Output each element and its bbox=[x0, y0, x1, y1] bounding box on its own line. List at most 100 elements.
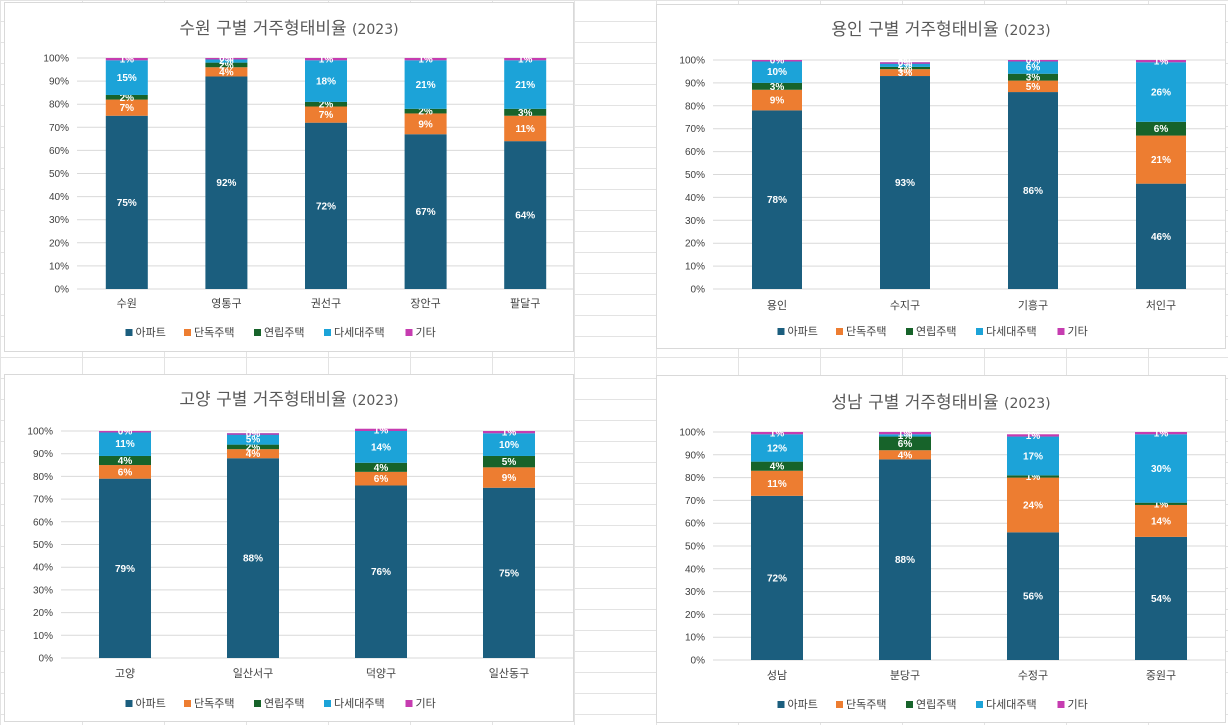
data-label: 4% bbox=[374, 463, 389, 474]
chart-title: 고양 구별 거주형태비율 (2023) bbox=[179, 390, 398, 410]
y-tick-label: 100% bbox=[679, 56, 705, 67]
legend-swatch bbox=[405, 329, 413, 336]
y-tick-label: 70% bbox=[685, 124, 705, 135]
legend-label: 다세대주택 bbox=[986, 698, 1037, 711]
x-category-label: 기흥구 bbox=[1018, 298, 1048, 312]
chart-title: 수원 구별 거주형태비율 (2023) bbox=[179, 19, 398, 39]
data-label: 86% bbox=[1023, 186, 1043, 197]
bar-segment-4 bbox=[752, 60, 802, 62]
y-tick-label: 30% bbox=[49, 215, 69, 226]
bar-segment-1 bbox=[751, 470, 803, 496]
bar-segment-2 bbox=[751, 461, 803, 471]
x-category-label: 권선구 bbox=[311, 297, 341, 310]
bar-segment-0 bbox=[227, 458, 279, 658]
data-label: 64% bbox=[515, 211, 535, 222]
data-label: 10% bbox=[767, 67, 787, 78]
chart-title: 성남 구별 거주형태비율 (2023) bbox=[831, 393, 1050, 413]
x-category-label: 중원구 bbox=[1146, 669, 1176, 682]
bar-segment-0 bbox=[504, 141, 547, 289]
bar-segment-3 bbox=[879, 434, 931, 437]
x-category-label: 수지구 bbox=[890, 299, 920, 312]
bar-segment-4 bbox=[205, 58, 248, 60]
legend-swatch bbox=[976, 701, 983, 708]
legend-label: 기타 bbox=[1068, 698, 1088, 711]
data-label: 17% bbox=[1023, 451, 1043, 462]
data-label: 75% bbox=[499, 568, 519, 579]
bar-segment-3 bbox=[227, 433, 279, 445]
bar-segment-1 bbox=[752, 89, 802, 111]
bar-segment-2 bbox=[205, 62, 248, 68]
legend-label: 아파트 bbox=[788, 325, 818, 338]
bar-segment-4 bbox=[504, 58, 547, 61]
y-tick-label: 20% bbox=[33, 608, 53, 619]
data-label: 6% bbox=[1026, 62, 1041, 73]
data-label: 6% bbox=[1154, 124, 1169, 135]
data-label: 1% bbox=[898, 429, 913, 440]
data-label: 54% bbox=[1151, 594, 1171, 605]
data-label: 1% bbox=[770, 429, 785, 440]
bar-segment-3 bbox=[1007, 436, 1059, 476]
bar-segment-3 bbox=[205, 58, 248, 63]
y-tick-label: 40% bbox=[49, 192, 69, 203]
legend-swatch bbox=[777, 701, 785, 708]
bar-segment-0 bbox=[1007, 532, 1059, 660]
data-label: 46% bbox=[1151, 232, 1171, 243]
bar-segment-1 bbox=[105, 99, 148, 116]
y-tick-label: 70% bbox=[33, 495, 53, 506]
legend-label: 다세대주택 bbox=[986, 325, 1037, 338]
x-category-label: 영통구 bbox=[211, 297, 241, 310]
data-label: 1% bbox=[374, 425, 389, 436]
data-label: 7% bbox=[120, 103, 135, 114]
data-label: 1% bbox=[120, 55, 135, 66]
data-label: 88% bbox=[895, 555, 915, 566]
bar-segment-3 bbox=[99, 431, 151, 456]
data-label: 67% bbox=[416, 207, 436, 218]
bar-segment-4 bbox=[355, 428, 407, 431]
data-label: 1% bbox=[1154, 499, 1169, 510]
bar-segment-1 bbox=[483, 467, 535, 488]
bar-segment-1 bbox=[504, 115, 547, 142]
data-label: 11% bbox=[767, 479, 787, 490]
x-category-label: 처인구 bbox=[1146, 299, 1176, 312]
y-tick-label: 70% bbox=[685, 496, 705, 507]
data-label: 0% bbox=[246, 429, 261, 440]
bar-segment-0 bbox=[1008, 92, 1058, 289]
data-label: 1% bbox=[898, 431, 913, 442]
legend-swatch bbox=[405, 700, 413, 707]
chart-panel-seongnam: 성남 구별 거주형태비율 (2023) 0% 10% 20% 30% 40% 50% 60% 7… bbox=[656, 375, 1226, 723]
data-label: 4% bbox=[898, 450, 913, 461]
legend-swatch bbox=[324, 700, 331, 707]
data-label: 0% bbox=[898, 58, 913, 69]
data-label: 9% bbox=[418, 119, 433, 130]
data-label: 1% bbox=[1026, 472, 1041, 483]
data-label: 6% bbox=[118, 467, 133, 478]
data-label: 3% bbox=[898, 68, 913, 79]
data-label: 3% bbox=[1026, 73, 1041, 84]
bar-segment-1 bbox=[879, 450, 931, 460]
data-label: 76% bbox=[371, 567, 391, 578]
data-label: 78% bbox=[767, 195, 787, 206]
data-label: 15% bbox=[117, 73, 137, 84]
bar-segment-2 bbox=[99, 455, 151, 466]
data-label: 0% bbox=[770, 56, 785, 67]
y-tick-label: 80% bbox=[49, 100, 69, 111]
y-tick-label: 0% bbox=[691, 285, 706, 296]
data-label: 1% bbox=[319, 55, 334, 66]
data-label: 1% bbox=[1154, 57, 1169, 68]
bar-segment-4 bbox=[99, 431, 151, 433]
data-label: 1% bbox=[502, 428, 517, 439]
bar-segment-1 bbox=[1007, 477, 1059, 533]
bar-segment-2 bbox=[1007, 475, 1059, 478]
legend-swatch bbox=[976, 328, 983, 335]
bar-segment-3 bbox=[105, 60, 148, 95]
data-label: 7% bbox=[319, 110, 334, 121]
x-category-label: 수원 bbox=[117, 297, 137, 310]
bar-segment-2 bbox=[105, 94, 148, 100]
bar-segment-1 bbox=[305, 106, 347, 123]
legend-label: 기타 bbox=[1068, 325, 1088, 338]
y-tick-label: 100% bbox=[27, 427, 53, 438]
y-tick-label: 30% bbox=[685, 587, 705, 598]
y-tick-label: 0% bbox=[55, 285, 70, 296]
bar-segment-4 bbox=[483, 431, 535, 434]
data-label: 4% bbox=[219, 67, 234, 78]
